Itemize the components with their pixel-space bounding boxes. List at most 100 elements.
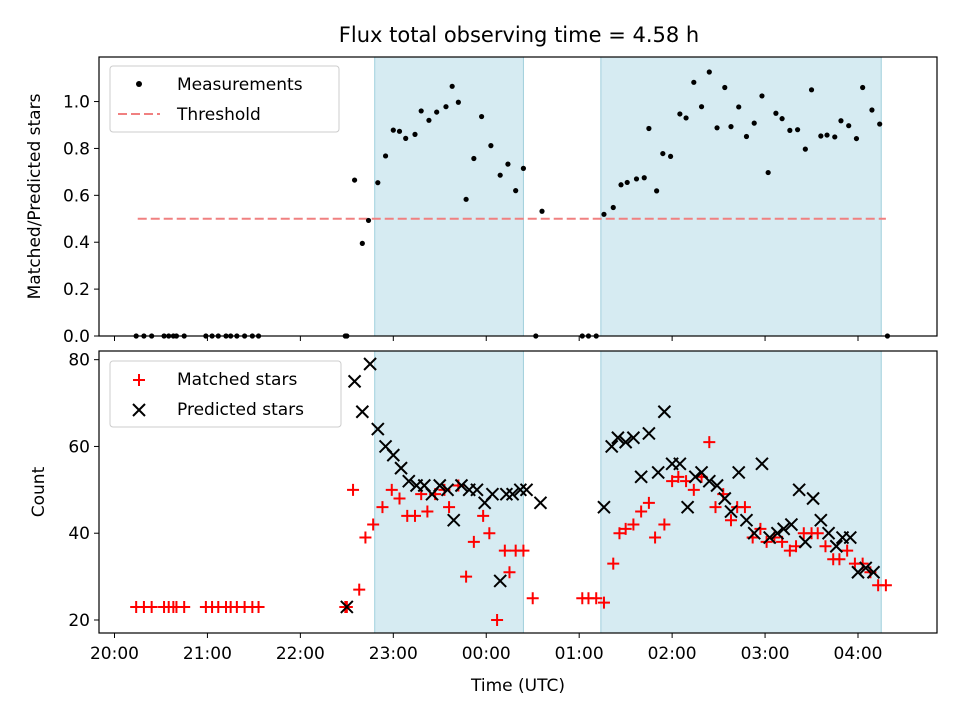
measurement-point xyxy=(722,84,728,91)
x-tick-label: 01:00 xyxy=(555,644,604,664)
matched-star-point xyxy=(841,544,854,557)
matched-star-point xyxy=(783,544,796,557)
measurement-point xyxy=(787,127,793,133)
matched-star-point xyxy=(359,531,372,544)
predicted-star-point xyxy=(724,504,738,519)
matched-star-point xyxy=(709,501,722,514)
y-tick-label: 0.2 xyxy=(63,280,90,300)
matched-star-point xyxy=(408,509,421,522)
measurement-point xyxy=(818,133,824,139)
predicted-star-point xyxy=(688,470,703,484)
matched-star-point xyxy=(526,592,539,605)
ratio-shaded-spans xyxy=(374,56,882,337)
measurement-point xyxy=(728,124,734,130)
y-tick-label: 60 xyxy=(68,437,90,457)
matched-star-point xyxy=(477,509,490,522)
predicted-star-point xyxy=(386,448,401,462)
measurement-point xyxy=(497,172,503,178)
legend-measurements-label: Measurements xyxy=(177,75,303,95)
measurement-point xyxy=(418,108,424,114)
measurement-point xyxy=(869,107,875,113)
counts-x-ticks: 20:00 21:00 22:00 23:00 00:00 01:00 02:00 03:00… xyxy=(90,633,883,664)
predicted-star-point xyxy=(702,474,717,488)
y-tick-label: 0.8 xyxy=(63,139,90,159)
predicted-star-point xyxy=(792,483,806,497)
measurement-point xyxy=(691,79,697,85)
counts-legend: Matched stars Predicted stars xyxy=(109,360,342,428)
predicted-star-point xyxy=(798,535,813,549)
matched-star-point xyxy=(353,583,366,596)
predicted-star-point xyxy=(680,500,695,514)
measurement-point xyxy=(434,109,440,115)
y-tick-label: 0.4 xyxy=(63,233,90,253)
measurement-point xyxy=(365,217,372,224)
ratio-x-ticks xyxy=(113,336,859,341)
predicted-star-point xyxy=(493,574,507,588)
x-tick-label: 21:00 xyxy=(183,644,232,664)
measurement-point xyxy=(808,87,815,93)
matched-star-point xyxy=(672,470,685,483)
legend-predicted-label: Predicted stars xyxy=(177,400,304,420)
predicted-star-point xyxy=(710,478,724,493)
matched-star-point xyxy=(252,600,265,613)
predicted-star-point xyxy=(866,565,881,579)
observing-span xyxy=(374,56,524,337)
legend-matched-marker xyxy=(133,374,145,386)
predicted-star-point xyxy=(673,457,687,471)
predicted-star-point xyxy=(597,500,611,514)
measurement-point xyxy=(779,116,785,122)
predicted-star-point xyxy=(485,487,500,501)
matched-star-point xyxy=(666,475,679,488)
y-tick-label: 1.0 xyxy=(63,93,90,113)
matched-star-point xyxy=(421,505,434,518)
predicted-star-point xyxy=(394,461,408,475)
counts-matched-points xyxy=(130,436,892,626)
measurement-point xyxy=(396,128,403,134)
matched-star-point xyxy=(658,518,671,531)
measurement-point xyxy=(601,211,607,217)
predicted-star-point xyxy=(634,470,648,484)
measurement-point xyxy=(449,83,455,89)
matched-star-point xyxy=(642,496,655,509)
matched-star-point xyxy=(597,596,610,609)
measurement-point xyxy=(646,125,652,132)
measurement-point xyxy=(759,93,765,99)
matched-star-point xyxy=(703,436,716,449)
measurement-point xyxy=(794,127,801,133)
measurement-point xyxy=(351,177,358,183)
counts-legend-box xyxy=(109,360,342,428)
predicted-star-point xyxy=(447,513,461,527)
measurement-point xyxy=(654,188,660,194)
predicted-star-point xyxy=(470,483,484,497)
x-tick-label: 04:00 xyxy=(834,644,883,664)
matched-star-point xyxy=(635,505,648,518)
predicted-star-point xyxy=(763,530,777,545)
predicted-star-point xyxy=(340,600,354,614)
predicted-star-point xyxy=(851,565,865,579)
matched-star-point xyxy=(491,613,504,626)
x-tick-label: 02:00 xyxy=(648,644,697,664)
predicted-star-point xyxy=(732,465,746,480)
x-tick-label: 22:00 xyxy=(276,644,325,664)
panel-counts: 20 40 60 80 20:00 21:00 22:00 23:00 00:00 01:00 0… xyxy=(29,350,938,696)
predicted-star-point xyxy=(755,457,769,471)
predicted-star-point xyxy=(505,487,520,501)
predicted-star-point xyxy=(605,439,619,454)
x-tick-label: 20:00 xyxy=(90,644,139,664)
predicted-star-point xyxy=(843,530,857,545)
predicted-star-point xyxy=(533,496,548,510)
measurement-point xyxy=(390,127,396,133)
predicted-star-point xyxy=(499,487,514,501)
predicted-star-point xyxy=(784,517,799,532)
measurement-point xyxy=(641,175,647,181)
x-axis-label: Time (UTC) xyxy=(470,676,565,696)
predicted-star-point xyxy=(770,526,785,540)
measurement-point xyxy=(714,125,720,131)
matched-star-point xyxy=(178,600,191,613)
measurement-point xyxy=(618,182,624,188)
matched-star-point xyxy=(590,592,603,605)
matched-star-point xyxy=(619,522,632,535)
measurement-point xyxy=(478,113,485,120)
matched-star-point xyxy=(613,527,626,540)
predicted-star-point xyxy=(657,405,672,419)
